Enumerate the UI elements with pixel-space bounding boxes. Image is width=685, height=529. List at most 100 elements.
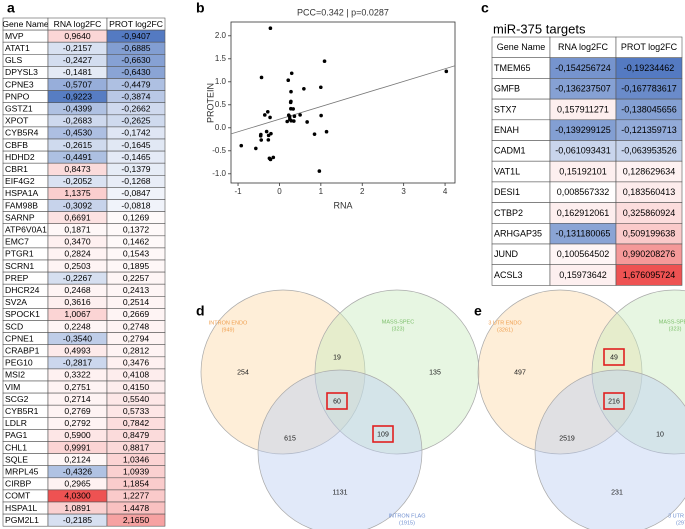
- cell-text: 0,2751: [64, 382, 91, 392]
- cell-text: SQLE: [5, 454, 28, 464]
- region-count: 615: [284, 435, 296, 442]
- cell-text: DPYSL3: [5, 67, 38, 77]
- cell-text: 0,4108: [123, 370, 150, 380]
- cell-text: 1,676095724: [623, 270, 676, 280]
- cell-text: -0,0847: [121, 188, 150, 198]
- cell-text: -0,121359713: [621, 125, 677, 135]
- cell-text: 1,1375: [64, 188, 91, 198]
- x-tick-label: -1: [234, 187, 242, 196]
- cell-text: -0,6430: [121, 67, 150, 77]
- region-count: 216: [608, 398, 620, 405]
- header-text: Gene Name: [2, 19, 49, 29]
- venn-circle: [200, 289, 366, 455]
- region-count: 2519: [559, 435, 575, 442]
- set-label: MASS-SPEC: [659, 319, 685, 325]
- venn-circle: [534, 369, 685, 529]
- point: [292, 114, 297, 119]
- cell-text: MRPL45: [5, 467, 39, 477]
- y-tick-label: 1.0: [215, 77, 227, 86]
- cell-text: 0,2769: [64, 406, 91, 416]
- venn-circle: [477, 289, 643, 455]
- venn-circle: [257, 369, 423, 529]
- point: [285, 119, 289, 124]
- x-tick-label: 2: [360, 187, 365, 196]
- cell-text: PAG1: [5, 430, 28, 440]
- point: [271, 155, 276, 160]
- region-count: 231: [611, 489, 623, 496]
- cell-text: -0,4326: [63, 467, 92, 477]
- set-count: (2976): [676, 520, 685, 526]
- y-axis-label: PROTEIN: [205, 83, 215, 123]
- region-count: 10: [656, 431, 664, 438]
- cell-text: 0,8817: [123, 442, 150, 452]
- point: [268, 115, 272, 120]
- cell-text: 0,2257: [123, 273, 150, 283]
- cell-text: 0,128629634: [623, 166, 676, 176]
- cell-text: 0,3616: [64, 297, 91, 307]
- cell-text: -0,1465: [121, 152, 150, 162]
- cell-text: 0,162912061: [557, 208, 610, 218]
- cell-text: PEG10: [5, 358, 33, 368]
- cell-text: PREP: [5, 273, 29, 283]
- cell-text: FAM98B: [5, 200, 38, 210]
- point: [286, 78, 291, 83]
- panel-label: d: [196, 303, 205, 319]
- panel-label: b: [196, 0, 205, 16]
- cell-text: -0,2157: [63, 43, 92, 53]
- cell-text: 0,990208276: [623, 249, 676, 259]
- cell-text: 0,2124: [64, 454, 91, 464]
- point: [269, 131, 273, 136]
- point: [317, 169, 322, 173]
- cell-text: CBR1: [5, 164, 28, 174]
- cell-text: GLS: [5, 55, 22, 65]
- highlight-box: [372, 425, 394, 443]
- cell-text: 1,0346: [123, 454, 150, 464]
- cell-text: -0,2615: [63, 140, 92, 150]
- cell-text: -0,2625: [121, 116, 150, 126]
- x-tick-label: 0: [277, 187, 282, 196]
- cell-text: ARHGAP35: [494, 229, 542, 239]
- cell-text: MSI2: [5, 370, 25, 380]
- cell-text: 2,1650: [123, 515, 150, 525]
- cell-text: 0,2669: [123, 309, 150, 319]
- region-count: 60: [333, 398, 341, 405]
- cell-text: 0,2413: [123, 285, 150, 295]
- y-tick-label: 2.0: [215, 31, 227, 40]
- point: [298, 113, 302, 117]
- cell-text: -0,6885: [121, 43, 150, 53]
- cell-text: -0,4399: [63, 104, 92, 114]
- cell-text: CPNE1: [5, 333, 34, 343]
- plot-frame: [230, 21, 456, 184]
- cell-text: 0,15973642: [559, 270, 607, 280]
- cell-text: XPOT: [5, 116, 29, 126]
- cell-text: 0,1269: [123, 212, 150, 222]
- cell-text: -0,3874: [121, 91, 150, 101]
- cell-text: DESI1: [494, 187, 520, 197]
- point: [302, 86, 306, 91]
- panel-label: c: [481, 0, 489, 16]
- cell-text: -0,3540: [63, 333, 92, 343]
- cell-text: 0,5733: [123, 406, 150, 416]
- point: [289, 106, 293, 111]
- cell-text: TMEM65: [494, 63, 531, 73]
- cell-text: -0,167783617: [621, 84, 677, 94]
- cell-text: 0,1372: [123, 225, 150, 235]
- cell-text: CYB5R4: [5, 128, 39, 138]
- cell-text: 0,2965: [64, 479, 91, 489]
- y-tick-label: -1.0: [212, 169, 226, 178]
- cell-text: ATAT1: [5, 43, 30, 53]
- panel-label: e: [474, 303, 482, 319]
- cell-text: -0,2267: [63, 273, 92, 283]
- cell-text: STX7: [494, 104, 517, 114]
- set-count: (1915): [399, 520, 415, 526]
- cell-text: 0,2812: [123, 346, 150, 356]
- region-count: 497: [514, 369, 526, 376]
- point: [266, 138, 271, 142]
- cell-text: PNPO: [5, 91, 30, 101]
- region-count: 109: [377, 431, 389, 438]
- cell-text: MVP: [5, 31, 24, 41]
- point: [289, 89, 293, 94]
- cell-text: -0,3092: [63, 200, 92, 210]
- scatter-title: PCC=0.342 | p=0.0287: [297, 7, 389, 17]
